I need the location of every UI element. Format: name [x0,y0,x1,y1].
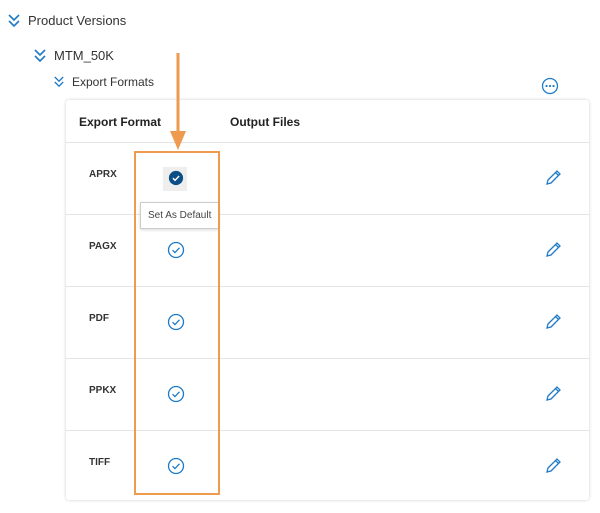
table-header: Export Format Output Files [66,100,589,143]
table-row: PDF [66,287,589,359]
arrow-down-annotation-icon [170,53,186,150]
tree-label: Export Formats [72,75,155,89]
format-name: PDF [89,313,109,324]
tree-label: Product Versions [28,13,127,28]
chevron-double-down-icon[interactable] [34,49,46,63]
table-row: APRX [66,143,589,215]
more-options-icon[interactable] [541,77,559,95]
edit-pencil-icon[interactable] [544,241,562,259]
column-header-output-files: Output Files [230,115,300,129]
edit-pencil-icon[interactable] [544,457,562,475]
format-name: PAGX [89,241,117,252]
export-formats-table: Export Format Output Files APRX PAGX PDF… [66,100,589,500]
tree-item-product-versions[interactable]: Product Versions [8,13,126,28]
format-name: APRX [89,169,117,180]
edit-pencil-icon[interactable] [544,385,562,403]
edit-pencil-icon[interactable] [544,169,562,187]
chevron-double-down-icon[interactable] [8,14,20,28]
tree-label: MTM_50K [54,48,114,63]
column-header-export-format: Export Format [79,115,162,129]
table-row: PPKX [66,359,589,431]
table-row: TIFF [66,431,589,502]
format-name: TIFF [89,457,111,468]
tree-item-mtm[interactable]: MTM_50K [34,48,114,63]
format-name: PPKX [89,385,117,396]
chevron-double-down-icon[interactable] [54,76,64,88]
tree-item-export-formats[interactable]: Export Formats [54,75,154,89]
table-row: PAGX [66,215,589,287]
highlight-box [134,151,220,495]
edit-pencil-icon[interactable] [544,313,562,331]
